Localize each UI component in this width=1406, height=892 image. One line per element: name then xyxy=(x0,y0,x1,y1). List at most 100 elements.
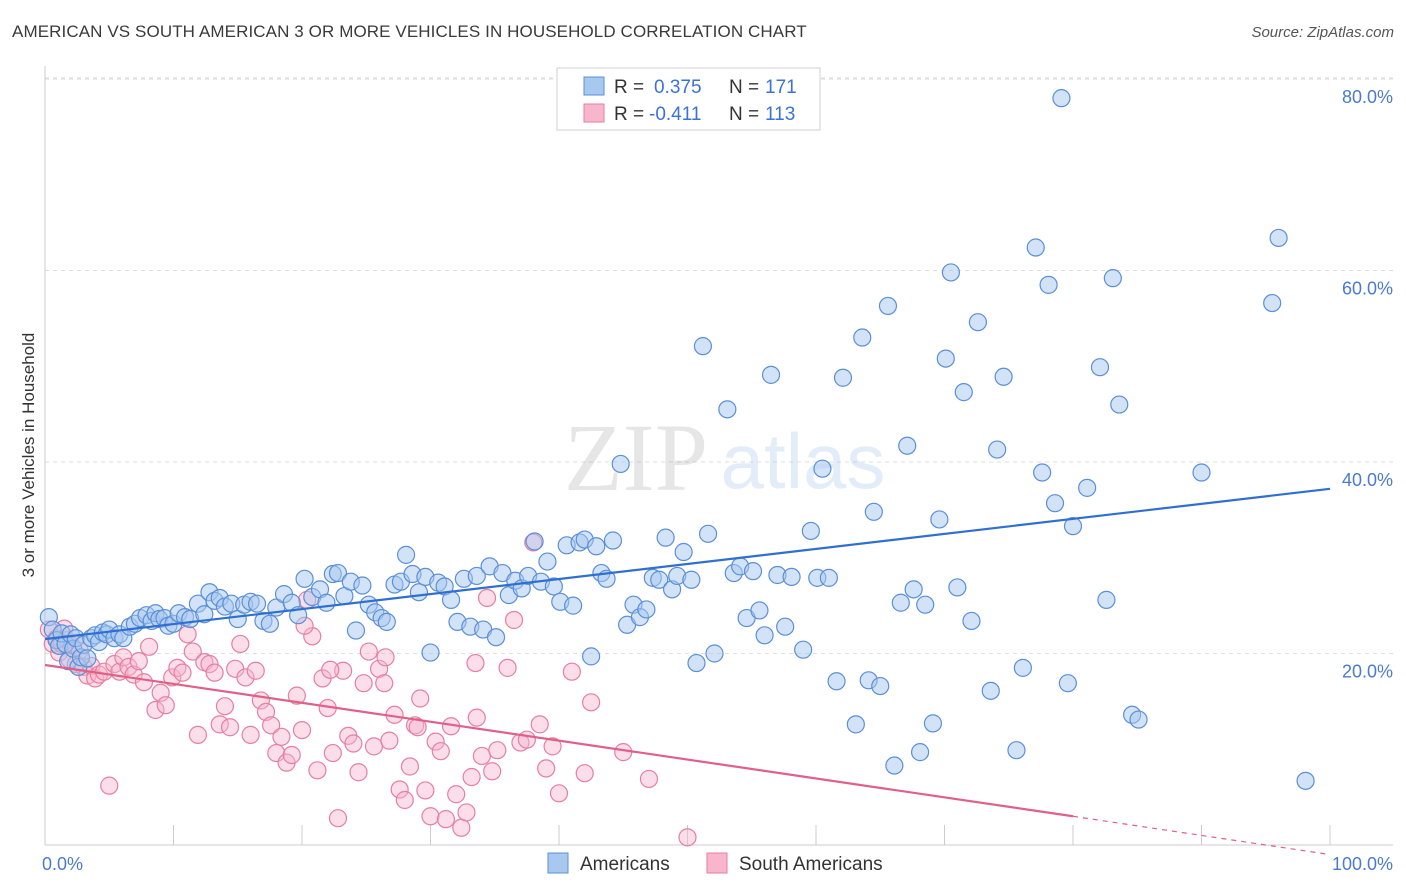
american-point xyxy=(538,552,557,571)
south-american-point xyxy=(467,708,486,727)
south-american-point xyxy=(537,759,556,778)
south-american-point xyxy=(220,718,240,737)
american-point xyxy=(878,296,898,316)
american-point xyxy=(544,577,563,596)
south-american-point xyxy=(178,625,197,644)
south-american-point xyxy=(236,668,255,687)
american-point xyxy=(1052,89,1071,108)
legend-r-value-1: 0.375 xyxy=(654,77,702,98)
american-point xyxy=(409,583,429,602)
south-american-point xyxy=(380,731,399,750)
south-american-point xyxy=(466,653,485,673)
south-american-point xyxy=(426,732,445,751)
trend-lines xyxy=(44,487,1331,856)
watermark-zip: ZIP xyxy=(564,404,708,511)
american-point xyxy=(1013,658,1032,677)
legend-r-value-2: -0.411 xyxy=(649,104,701,125)
legend-r-label-2: R = xyxy=(614,104,644,125)
american-point xyxy=(1296,771,1315,790)
south-american-point xyxy=(183,642,202,661)
south-american-point xyxy=(323,743,342,763)
american-point xyxy=(687,653,706,673)
south-american-point xyxy=(272,727,291,746)
american-point xyxy=(603,531,623,550)
legend-swatch-americans xyxy=(583,76,605,96)
american-point xyxy=(994,367,1013,386)
south-american-point xyxy=(370,659,389,678)
south-american-point xyxy=(344,734,363,753)
y-tick-label: 20.0% xyxy=(1342,662,1393,682)
south-american-point xyxy=(395,790,414,810)
american-point xyxy=(954,383,973,402)
american-point xyxy=(1090,358,1110,377)
american-point xyxy=(637,600,656,619)
american-point xyxy=(930,510,949,529)
american-point xyxy=(846,715,865,734)
south-american-point xyxy=(129,652,148,671)
bottom-legend-swatch-americans xyxy=(547,852,569,874)
american-point xyxy=(755,626,774,645)
american-point xyxy=(674,542,693,562)
american-point xyxy=(743,562,763,581)
american-point xyxy=(916,595,935,614)
y-axis-label: 3 or more Vehicles in Household xyxy=(19,333,38,578)
legend-n-label-1: N = xyxy=(729,77,759,98)
south-american-point xyxy=(334,661,353,680)
south-american-point xyxy=(354,674,373,693)
chart-title: AMERICAN VS SOUTH AMERICAN 3 OR MORE VEH… xyxy=(12,22,807,41)
south-american-point xyxy=(517,730,536,749)
south-american-point xyxy=(488,741,507,760)
american-point xyxy=(396,545,416,564)
south-american-point xyxy=(375,674,394,693)
american-point xyxy=(923,714,943,733)
american-point xyxy=(377,612,396,632)
south-american-point xyxy=(173,663,192,682)
american-point xyxy=(260,614,279,633)
american-point xyxy=(1129,710,1148,729)
american-point xyxy=(1263,293,1282,313)
american-point xyxy=(864,502,883,521)
south-american-point xyxy=(215,697,234,716)
south-american-point xyxy=(562,662,581,681)
american-point xyxy=(1039,275,1058,294)
south-american-point xyxy=(188,725,208,744)
american-point xyxy=(1192,463,1211,482)
south-american-point xyxy=(308,761,327,780)
american-point xyxy=(650,570,669,589)
south-american-point xyxy=(452,818,471,837)
south-american-point xyxy=(472,746,491,766)
american-point xyxy=(1033,463,1052,482)
south-american-point xyxy=(477,588,497,608)
american-point xyxy=(421,643,440,662)
south-american-point xyxy=(139,637,159,656)
american-point xyxy=(611,454,630,474)
y-tick-label: 60.0% xyxy=(1342,279,1393,299)
south-american-point xyxy=(163,668,182,687)
american-point xyxy=(801,521,820,541)
y-tick-label: 40.0% xyxy=(1342,470,1393,490)
american-point xyxy=(904,580,923,599)
south-american-point xyxy=(376,648,395,667)
axes xyxy=(44,66,1393,846)
source-label: Source: ZipAtlas.com xyxy=(1251,24,1394,41)
south-american-point xyxy=(364,737,384,756)
american-point xyxy=(776,617,795,636)
american-point xyxy=(195,605,214,624)
south-american-point xyxy=(431,742,450,761)
legend-r-label-1: R = xyxy=(614,77,644,98)
south-american-point xyxy=(287,686,306,705)
american-point xyxy=(981,681,1000,700)
south-american-point xyxy=(436,810,456,829)
south-americans-trend-extension xyxy=(1072,815,1331,856)
legend-n-label-2: N = xyxy=(729,104,759,125)
south-american-point xyxy=(582,693,601,712)
bottom-legend-swatch-south-americans xyxy=(706,852,728,874)
south-american-point xyxy=(543,737,562,756)
south-american-point xyxy=(156,696,175,715)
american-point xyxy=(1097,590,1116,609)
south-american-point xyxy=(457,803,476,822)
american-point xyxy=(910,743,930,762)
american-point xyxy=(656,528,675,547)
x-tick-label: 0.0% xyxy=(42,854,83,874)
american-point xyxy=(467,566,486,586)
